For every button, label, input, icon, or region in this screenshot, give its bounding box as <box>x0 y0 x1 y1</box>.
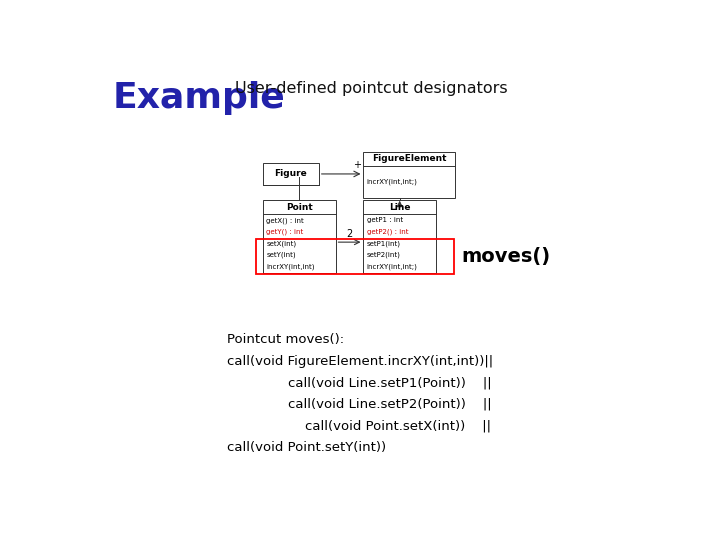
Text: call(void Line.setP2(Point))    ||: call(void Line.setP2(Point)) || <box>288 398 492 411</box>
Text: 2: 2 <box>346 229 353 239</box>
Text: FigureElement: FigureElement <box>372 154 446 164</box>
Text: call(void Line.setP1(Point))    ||: call(void Line.setP1(Point)) || <box>288 376 492 389</box>
Text: Point: Point <box>286 202 312 212</box>
Text: getP2() : int: getP2() : int <box>366 229 408 235</box>
Text: Line: Line <box>389 202 410 212</box>
Text: incrXY(int,int;): incrXY(int,int;) <box>366 264 418 270</box>
Text: getX() : int: getX() : int <box>266 217 304 224</box>
Text: Example: Example <box>112 82 285 116</box>
Text: setY(int): setY(int) <box>266 252 296 259</box>
Text: moves(): moves() <box>461 247 550 266</box>
Bar <box>263 163 319 185</box>
Text: User-defined pointcut designators: User-defined pointcut designators <box>235 82 508 97</box>
Text: incrXY(int,int;): incrXY(int,int;) <box>366 179 418 185</box>
Text: +: + <box>353 160 361 170</box>
Text: Pointcut moves():: Pointcut moves(): <box>227 333 344 346</box>
Text: call(void Point.setY(int)): call(void Point.setY(int)) <box>227 441 386 454</box>
Bar <box>263 200 336 273</box>
Text: call(void FigureElement.incrXY(int,int))||: call(void FigureElement.incrXY(int,int))… <box>227 355 492 368</box>
Bar <box>364 152 456 198</box>
Text: getP1 : int: getP1 : int <box>366 217 403 224</box>
Text: setP2(int): setP2(int) <box>366 252 400 259</box>
Text: getY() : int: getY() : int <box>266 229 304 235</box>
Text: incrXY(int,int): incrXY(int,int) <box>266 264 315 270</box>
Text: setP1(int): setP1(int) <box>366 240 401 247</box>
Bar <box>364 200 436 273</box>
Text: Figure: Figure <box>274 170 307 178</box>
Bar <box>256 239 454 274</box>
Text: setX(int): setX(int) <box>266 240 297 247</box>
Text: call(void Point.setX(int))    ||: call(void Point.setX(int)) || <box>305 420 491 433</box>
